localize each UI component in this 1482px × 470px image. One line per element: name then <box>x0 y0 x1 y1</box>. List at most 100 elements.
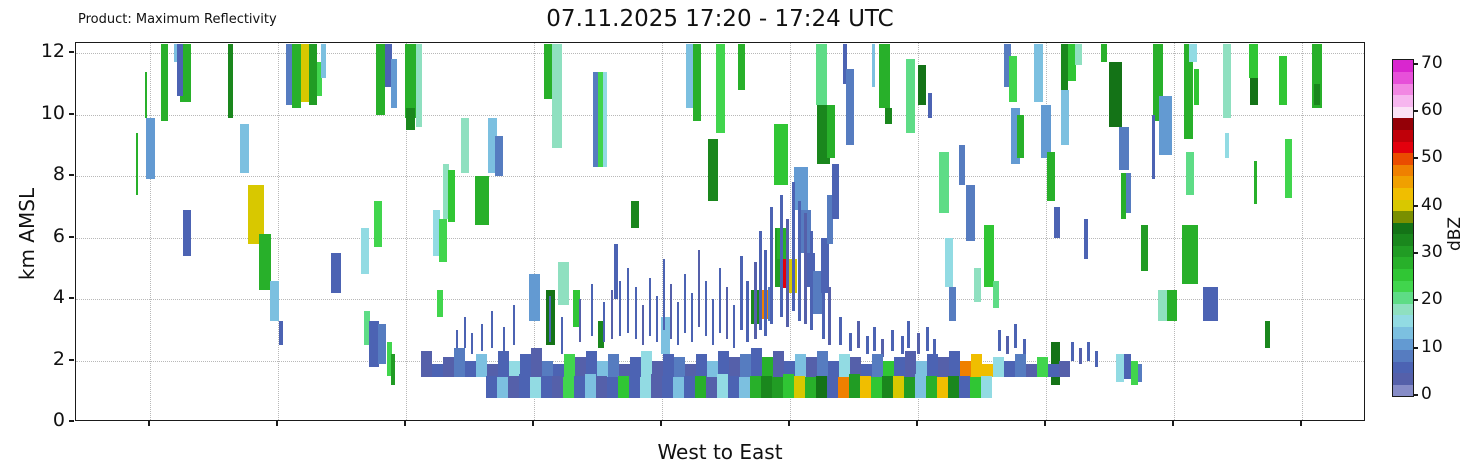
echo-bar <box>448 169 455 223</box>
echo-bar <box>374 200 382 247</box>
echo-bar <box>240 123 249 173</box>
echo-bar <box>630 357 641 378</box>
echo-bar <box>228 43 233 118</box>
echo-bar <box>673 377 684 399</box>
echo-bar <box>761 375 772 399</box>
echo-bar <box>1249 43 1258 78</box>
echo-bar <box>596 375 607 399</box>
echo-bar <box>906 59 915 134</box>
echo-bar <box>905 351 916 378</box>
echo-bar <box>1153 43 1163 121</box>
echo-bar <box>662 375 673 399</box>
echo-bar <box>361 228 369 275</box>
echo-bar <box>1225 133 1229 158</box>
echo-bar <box>456 329 458 352</box>
echo-bar <box>530 377 541 399</box>
echo-bar <box>1041 105 1051 158</box>
colorbar-tick <box>1413 252 1418 255</box>
colorbar-band <box>1393 372 1413 385</box>
colorbar-band <box>1393 280 1413 293</box>
colorbar-band <box>1393 349 1413 362</box>
y-axis-tick-label: 4 <box>52 286 65 309</box>
y-axis-tick-label: 12 <box>40 40 65 63</box>
colorbar <box>1392 59 1414 397</box>
echo-bar <box>982 363 993 378</box>
echo-bar <box>708 139 718 201</box>
echo-bar <box>558 262 569 306</box>
echo-bar <box>663 354 674 378</box>
echo-bar <box>1054 206 1060 238</box>
echo-bar <box>1119 126 1129 170</box>
echo-bar <box>1023 339 1026 358</box>
echo-bar <box>627 268 629 333</box>
x-axis-tick <box>788 421 790 426</box>
echo-bar <box>503 326 505 355</box>
echo-bar <box>1068 43 1076 81</box>
echo-bar <box>564 354 575 378</box>
echo-bar <box>561 317 563 355</box>
echo-bar <box>804 212 807 324</box>
echo-bar <box>574 375 585 399</box>
echo-bar <box>928 93 932 118</box>
echo-bar <box>738 43 745 91</box>
echo-bar <box>1101 43 1107 63</box>
echo-bar <box>718 351 729 378</box>
echo-bar <box>918 65 926 106</box>
echo-bar <box>1017 114 1024 158</box>
echo-bar <box>685 363 696 378</box>
echo-bar <box>872 354 883 378</box>
echo-bar <box>145 71 147 118</box>
echo-bar <box>607 377 618 399</box>
echo-bar <box>762 357 773 378</box>
echo-bar <box>1084 219 1088 260</box>
echo-bar <box>827 105 835 158</box>
echo-bar <box>726 286 728 339</box>
echo-bar <box>279 320 283 346</box>
echo-bar <box>1095 351 1098 367</box>
echo-bar <box>1015 354 1026 378</box>
echo-bar <box>712 299 714 346</box>
echo-bar <box>816 375 827 399</box>
x-axis-tick <box>1300 421 1302 426</box>
echo-bar <box>331 252 341 293</box>
colorbar-band <box>1393 233 1413 246</box>
echo-bar <box>579 299 581 343</box>
echo-bar <box>821 237 829 293</box>
echo-bar <box>309 43 317 106</box>
echo-bar <box>993 280 999 309</box>
gridline-vertical <box>918 43 919 420</box>
echo-bar <box>698 249 700 327</box>
echo-bar <box>552 375 563 399</box>
echo-bar <box>1004 360 1015 378</box>
echo-bar <box>364 311 370 346</box>
echo-bar <box>519 374 530 398</box>
gridline-vertical <box>534 43 535 420</box>
echo-bar <box>369 320 379 367</box>
echo-bar <box>949 286 956 321</box>
echo-bar <box>439 219 447 263</box>
echo-bar <box>598 71 603 167</box>
x-axis-tick <box>660 421 662 426</box>
echo-bar <box>635 286 637 339</box>
colorbar-tick-label: 70 <box>1421 52 1443 73</box>
gridline-vertical <box>1174 43 1175 420</box>
echo-bar <box>773 351 784 378</box>
y-axis-tick-label: 8 <box>52 163 65 186</box>
y-axis-tick <box>69 51 74 54</box>
echo-bar <box>974 268 981 303</box>
echo-bar <box>901 335 904 355</box>
echo-bar <box>937 377 948 399</box>
x-axis-label: West to East <box>657 440 783 464</box>
colorbar-tick-label: 20 <box>1421 289 1443 310</box>
colorbar-band <box>1393 60 1413 73</box>
echo-bar <box>849 374 860 398</box>
echo-bar <box>849 332 852 352</box>
echo-bar <box>1071 342 1074 361</box>
echo-bar <box>1011 108 1020 164</box>
echo-bar <box>321 43 326 78</box>
echo-bar <box>495 136 503 177</box>
echo-bar <box>416 43 422 127</box>
echo-bar <box>860 375 871 399</box>
echo-bar <box>1152 114 1155 180</box>
echo-bar <box>786 219 789 327</box>
